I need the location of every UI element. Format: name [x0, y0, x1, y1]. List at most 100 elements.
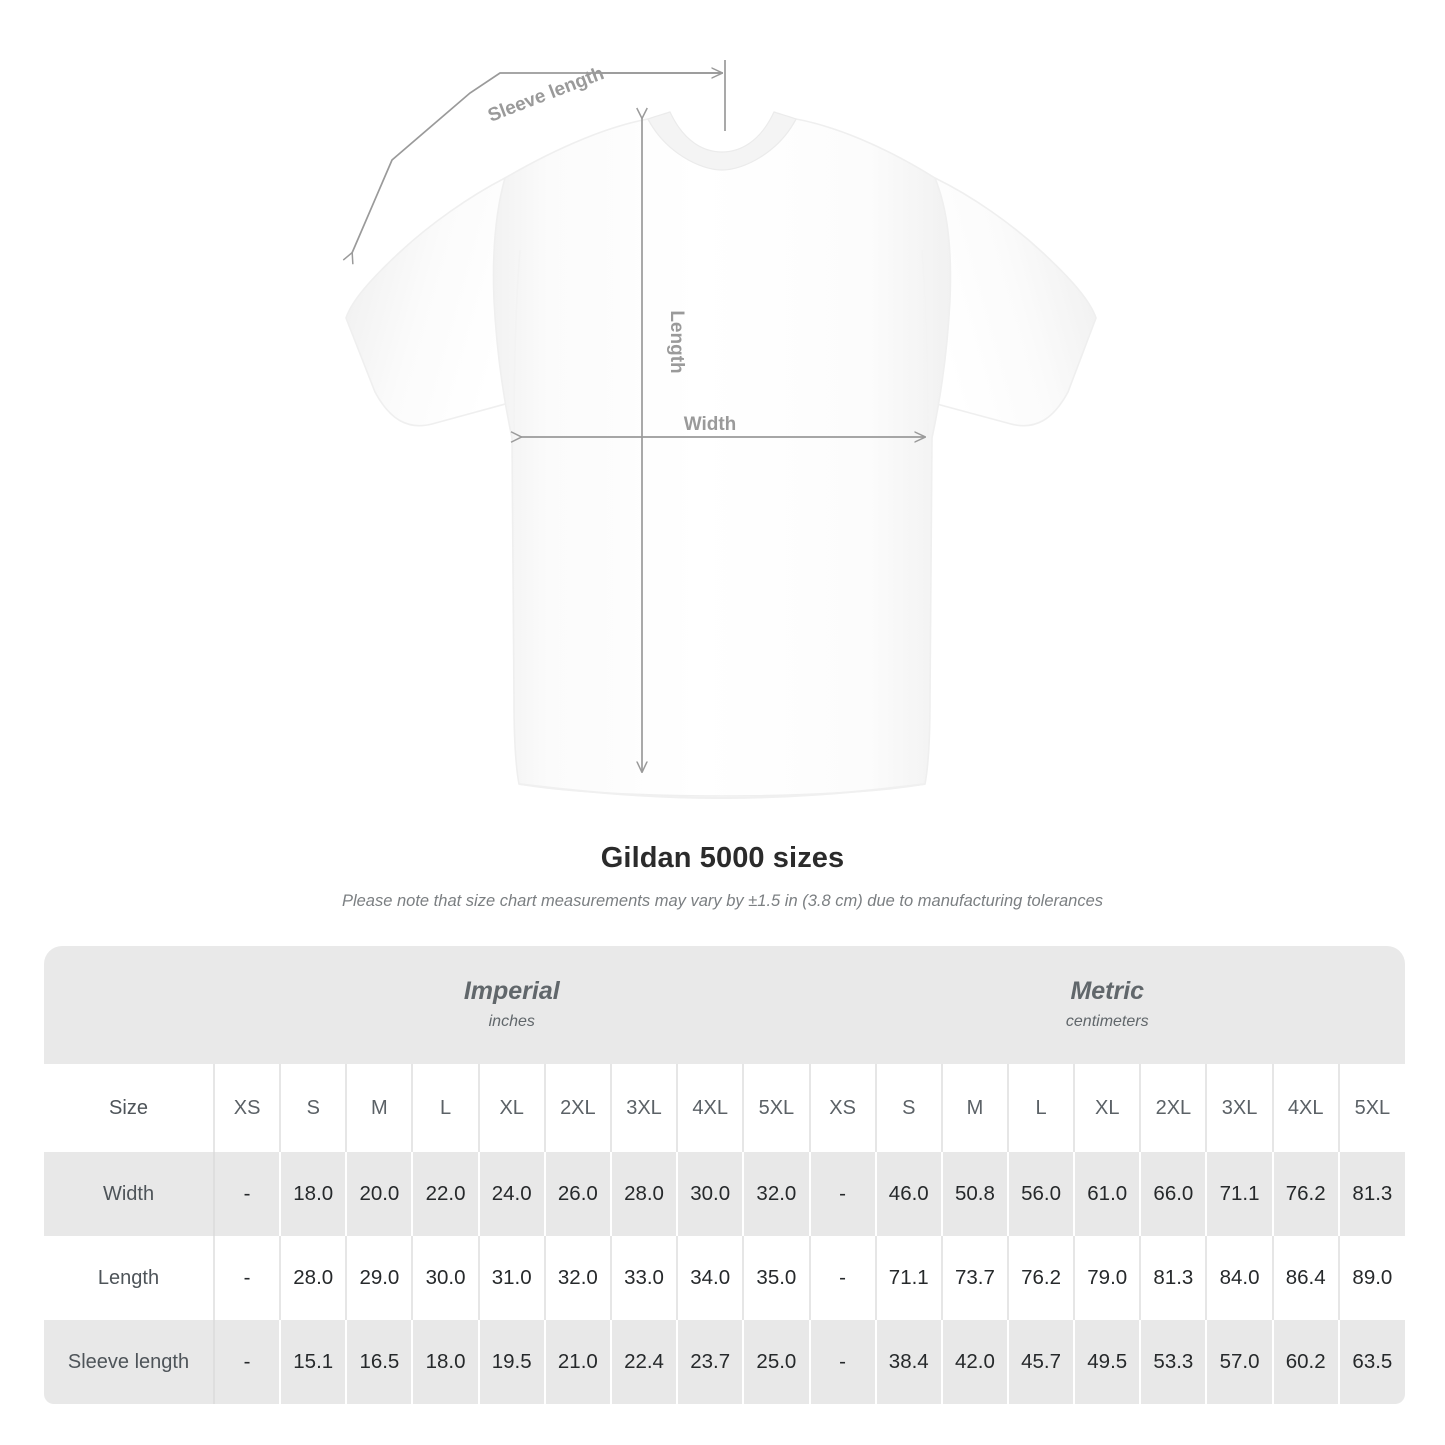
- unit-banner-spacer: [44, 946, 214, 1064]
- cell-width-imperial-xs: -: [212, 1152, 281, 1236]
- cell-sleeve-length-imperial-5xl: 25.0: [742, 1320, 810, 1404]
- cell-length-metric-2xl: 81.3: [1139, 1236, 1207, 1320]
- size-header-imperial-2xl: 2XL: [543, 1064, 611, 1152]
- cell-length-metric-xl: 79.0: [1073, 1236, 1141, 1320]
- page-title: Gildan 5000 sizes: [600, 842, 845, 874]
- cell-sleeve-length-metric-4xl: 60.2: [1271, 1320, 1339, 1404]
- cell-sleeve-length-imperial-4xl: 23.7: [676, 1320, 744, 1404]
- size-header-metric-3xl: 3XL: [1205, 1064, 1273, 1152]
- cell-width-metric-3xl: 71.1: [1205, 1152, 1273, 1236]
- size-header-metric-s: S: [874, 1064, 942, 1152]
- hem-line: [518, 783, 926, 800]
- cell-sleeve-length-metric-l: 45.7: [1006, 1320, 1075, 1404]
- size-chart-table-wrapper: Imperial inches Metric centimeters Size XS S M L…: [44, 946, 1405, 1404]
- size-chart-table: Imperial inches Metric centimeters Size XS S M L…: [44, 946, 1405, 1404]
- unit-group-subtitle: inches: [488, 1013, 535, 1030]
- cell-width-metric-xl: 61.0: [1073, 1152, 1141, 1236]
- unit-group-name: Metric: [1070, 977, 1145, 1005]
- right-sleeve: [921, 176, 1097, 427]
- cell-width-metric-5xl: 81.3: [1337, 1152, 1405, 1236]
- left-sleeve-seam: [513, 249, 521, 439]
- width-label: Width: [684, 414, 737, 435]
- size-header-imperial-m: M: [345, 1064, 413, 1152]
- unit-group-name: Imperial: [463, 977, 560, 1005]
- unit-group-imperial: Imperial inches: [214, 946, 810, 1064]
- cell-sleeve-length-imperial-xs: -: [212, 1320, 281, 1404]
- size-column-header: Size: [44, 1064, 214, 1152]
- cell-length-imperial-4xl: 34.0: [676, 1236, 744, 1320]
- cell-width-metric-s: 46.0: [874, 1152, 942, 1236]
- cell-sleeve-length-imperial-l: 18.0: [411, 1320, 479, 1404]
- size-header-imperial-3xl: 3XL: [609, 1064, 678, 1152]
- table-row: Length -28.0 29.0 30.0 31.0 32.0 33.0 34.0 35.0-…: [44, 1236, 1405, 1320]
- table-row: Sleeve length -15.1 16.5 18.0 19.5 21.0 22.4 23…: [44, 1320, 1405, 1404]
- cell-width-imperial-4xl: 30.0: [676, 1152, 744, 1236]
- size-header-row: Size XS S M L XL 2XL 3XL 4XL 5XL XS S M L XL 2XL 3XL 4XL 5…: [44, 1064, 1405, 1152]
- unit-group-subtitle: centimeters: [1065, 1013, 1149, 1030]
- size-header-imperial-5xl: 5XL: [742, 1064, 810, 1152]
- cell-sleeve-length-imperial-3xl: 22.4: [609, 1320, 678, 1404]
- row-label-width: Width: [44, 1152, 214, 1236]
- cell-sleeve-length-metric-s: 38.4: [874, 1320, 942, 1404]
- cell-length-metric-5xl: 89.0: [1337, 1236, 1405, 1320]
- length-label: Length: [666, 310, 687, 373]
- cell-length-metric-3xl: 84.0: [1205, 1236, 1273, 1320]
- cell-width-imperial-l: 22.0: [411, 1152, 479, 1236]
- cell-sleeve-length-imperial-xl: 19.5: [477, 1320, 545, 1404]
- cell-width-metric-4xl: 76.2: [1271, 1152, 1339, 1236]
- size-header-metric-2xl: 2XL: [1139, 1064, 1207, 1152]
- row-label-length: Length: [44, 1236, 214, 1320]
- cell-length-imperial-2xl: 32.0: [543, 1236, 611, 1320]
- cell-length-metric-xs: -: [808, 1236, 876, 1320]
- cell-width-imperial-s: 18.0: [279, 1152, 347, 1236]
- size-header-imperial-l: L: [411, 1064, 479, 1152]
- left-sleeve: [345, 176, 521, 427]
- cell-length-imperial-3xl: 33.0: [609, 1236, 678, 1320]
- cell-length-imperial-m: 29.0: [345, 1236, 413, 1320]
- collar: [647, 111, 797, 171]
- table-row: Width -18.0 20.0 22.0 24.0 26.0 28.0 30.0 32.0-4…: [44, 1152, 1405, 1236]
- right-sleeve-seam: [921, 249, 929, 439]
- size-header-imperial-xl: XL: [477, 1064, 545, 1152]
- size-header-metric-4xl: 4XL: [1271, 1064, 1339, 1152]
- size-header-imperial-xs: XS: [212, 1064, 281, 1152]
- cell-width-imperial-5xl: 32.0: [742, 1152, 810, 1236]
- tshirt-shape: [345, 111, 1097, 800]
- cell-sleeve-length-imperial-2xl: 21.0: [543, 1320, 611, 1404]
- cell-sleeve-length-metric-2xl: 53.3: [1139, 1320, 1207, 1404]
- cell-sleeve-length-metric-3xl: 57.0: [1205, 1320, 1273, 1404]
- tshirt-illustration: Sleeve length Length Width: [0, 60, 1097, 800]
- tolerance-note: Please note that size chart measurements…: [341, 892, 1104, 910]
- measurement-arrows: [352, 60, 925, 772]
- cell-width-imperial-xl: 24.0: [477, 1152, 545, 1236]
- unit-banner-row: Imperial inches Metric centimeters: [44, 946, 1405, 1064]
- cell-sleeve-length-metric-xs: -: [808, 1320, 876, 1404]
- sleeve-length-arrow: [352, 72, 723, 253]
- cell-length-metric-m: 73.7: [940, 1236, 1008, 1320]
- size-header-metric-xl: XL: [1073, 1064, 1141, 1152]
- cell-sleeve-length-metric-xl: 49.5: [1073, 1320, 1141, 1404]
- cell-length-metric-s: 71.1: [874, 1236, 942, 1320]
- cell-length-imperial-xl: 31.0: [477, 1236, 545, 1320]
- cell-width-metric-2xl: 66.0: [1139, 1152, 1207, 1236]
- cell-length-metric-l: 76.2: [1006, 1236, 1075, 1320]
- unit-group-metric: Metric centimeters: [809, 946, 1405, 1064]
- size-header-metric-xs: XS: [808, 1064, 876, 1152]
- shirt-body: [492, 118, 952, 797]
- cell-length-imperial-l: 30.0: [411, 1236, 479, 1320]
- cell-sleeve-length-imperial-s: 15.1: [279, 1320, 347, 1404]
- cell-sleeve-length-metric-m: 42.0: [940, 1320, 1008, 1404]
- cell-width-imperial-m: 20.0: [345, 1152, 413, 1236]
- cell-width-imperial-2xl: 26.0: [543, 1152, 611, 1236]
- size-header-metric-m: M: [940, 1064, 1008, 1152]
- title-block: Gildan 5000 sizes Please note that size …: [0, 840, 1445, 912]
- size-header-metric-l: L: [1006, 1064, 1075, 1152]
- cell-width-imperial-3xl: 28.0: [609, 1152, 678, 1236]
- row-label-sleeve-length: Sleeve length: [44, 1320, 214, 1404]
- cell-length-metric-4xl: 86.4: [1271, 1236, 1339, 1320]
- cell-length-imperial-s: 28.0: [279, 1236, 347, 1320]
- tshirt-diagram: Sleeve length Length Width: [0, 60, 1097, 800]
- cell-sleeve-length-metric-5xl: 63.5: [1337, 1320, 1405, 1404]
- cell-width-metric-xs: -: [808, 1152, 876, 1236]
- size-header-imperial-4xl: 4XL: [676, 1064, 744, 1152]
